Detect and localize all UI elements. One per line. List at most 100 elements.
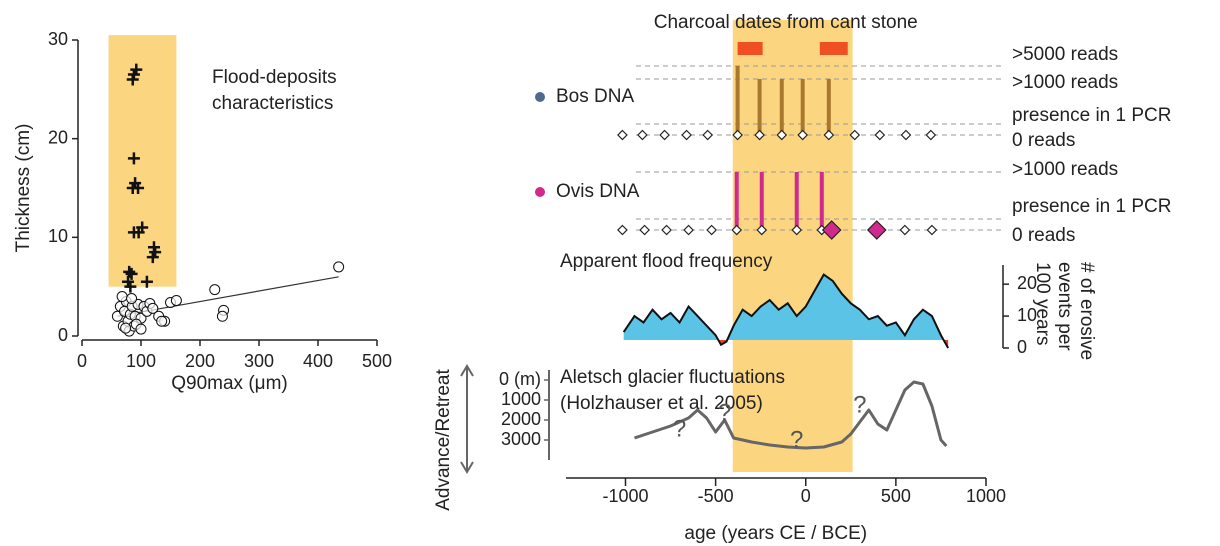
series-name: Ovis DNA [556,181,640,202]
circle-marker [216,310,228,322]
plus-marker [136,221,149,234]
sample-diamond [659,129,670,141]
y-tick-label: 20 [1017,273,1037,293]
sample-diamond [702,129,714,141]
sample-diamond [681,129,692,141]
glacier-title: Aletsch glacier fluctuations [560,367,785,388]
level-label: presence in 1 PCR [1012,196,1171,217]
x-tick-label: 500 [362,351,392,371]
circle-marker [135,323,147,335]
legend-dot [535,92,545,102]
circle-marker [126,293,138,305]
annotation: Flood-deposits [212,67,337,88]
plus-marker [124,280,137,293]
sample-diamond [731,224,743,236]
glacier-y-label: Advance/Retreat [433,369,454,511]
level-label: >1000 reads [1012,159,1118,180]
question-mark: ? [790,426,803,453]
annotation: characteristics [212,93,333,114]
y-tick-label: 0 [1017,337,1027,357]
sample-diamond [683,224,694,236]
circle-marker [156,315,168,327]
plus-marker [140,275,153,288]
plus-marker [126,73,139,86]
sample-diamond [899,224,911,236]
y-tick-label: 2000 [501,409,541,429]
highlight-band [732,20,853,472]
level-label: 0 reads [1012,130,1075,151]
y-tick-label: 20 [48,127,68,147]
x-tick-label: -1000 [602,486,648,506]
circle-marker [116,291,128,303]
x-tick-label: 200 [185,351,215,371]
level-label: presence in 1 PCR [1012,105,1171,126]
sample-diamond [706,224,717,236]
x-axis-label: Q90max (μm) [171,373,288,394]
glacier-line [634,380,948,450]
x-tick-label: -500 [698,486,734,506]
sample-diamond [791,224,803,236]
sample-diamond [617,224,628,236]
charcoal-date [737,42,763,55]
circle-marker [120,322,132,334]
charcoal-title: Charcoal dates from cant stone [654,12,918,33]
level-label: >5000 reads [1012,44,1118,65]
x-tick-label: 1000 [966,486,1006,506]
y-tick-label: 3000 [501,429,541,449]
x-tick-label: 0 [801,486,811,506]
plus-marker [132,182,145,194]
circle-marker [333,261,345,273]
y-tick-label: 10 [1017,305,1037,325]
series-name: Bos DNA [556,86,634,107]
plus-marker [125,267,138,280]
x-axis-label: age (years CE / BCE) [684,523,867,544]
question-mark: ? [718,399,731,426]
x-tick-label: 300 [244,351,274,371]
sample-diamond [756,224,768,236]
sample-diamond [639,224,650,236]
x-tick-label: 100 [126,351,156,371]
plus-marker [127,152,140,165]
flood-y-label: 100 years [1032,262,1053,345]
sample-diamond [874,129,886,141]
flood-title: Apparent flood frequency [560,251,773,272]
circle-marker [209,284,221,296]
y-tick-label: 0 (m) [499,369,541,389]
sample-diamond [823,129,835,141]
circle-marker [147,302,159,314]
x-tick-label: 0 [77,351,87,371]
question-mark: ? [673,415,686,442]
legend-dot [535,187,545,197]
sample-diamond [866,220,887,240]
sample-diamond [797,129,809,141]
question-mark: ? [853,391,866,418]
y-tick-label: 0 [58,325,68,345]
flood-y-label: # of erosive [1076,262,1097,360]
sample-diamond [926,224,938,236]
flood-area [623,274,949,341]
circle-marker [170,294,182,306]
sample-diamond [661,224,672,236]
glacier-subtitle: (Holzhauser et al. 2005) [560,393,763,414]
flood-line [622,273,950,349]
plus-marker [149,246,162,259]
charcoal-date [819,42,848,55]
sample-diamond [776,129,788,141]
sample-diamond [617,129,628,141]
highlight-band [108,35,177,287]
y-axis-label: Thickness (cm) [13,124,34,253]
flood-y-label: events per [1054,262,1075,351]
level-label: 0 reads [1012,225,1075,246]
sample-diamond [849,129,861,141]
sample-diamond [732,129,743,141]
sample-diamond [900,129,912,141]
y-tick-label: 30 [48,29,68,49]
x-tick-label: 500 [881,486,911,506]
sample-diamond [754,129,765,141]
double-arrow [460,364,474,474]
y-tick-label: 10 [48,226,68,246]
x-tick-label: 400 [303,351,333,371]
y-tick-label: 1000 [501,389,541,409]
sample-diamond [925,129,937,141]
